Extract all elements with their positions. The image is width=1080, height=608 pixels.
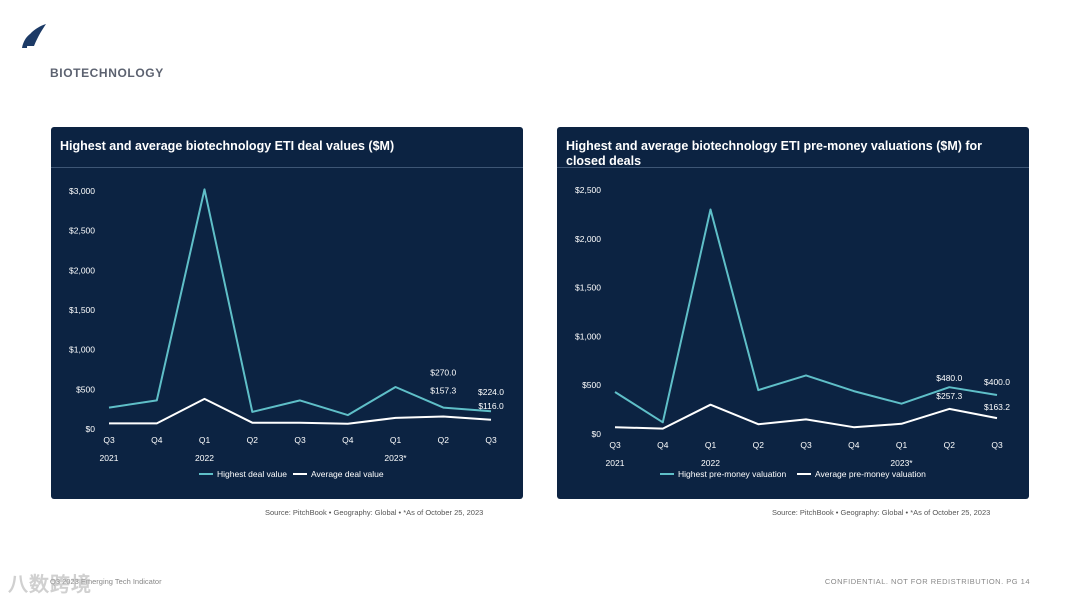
y-tick-label: $2,500	[69, 226, 95, 236]
deal-values-chart: $0 $500 $1,000 $1,500 $2,000 $2,500 $3,000 Q3 20…	[69, 186, 504, 479]
x-tick-label: Q3	[485, 435, 497, 445]
watermark: 八数跨境	[8, 574, 92, 596]
legend-label: Average deal value	[311, 469, 384, 479]
legend-label: Average pre-money valuation	[815, 469, 926, 479]
chart-panel-valuations: Highest and average biotechnology ETI pr…	[557, 127, 1029, 499]
x-tick-label: Q3	[991, 440, 1003, 450]
chart-source: Source: PitchBook • Geography: Global • …	[772, 508, 991, 517]
y-tick-label: $1,500	[575, 283, 601, 293]
x-tick-label: Q2	[944, 440, 956, 450]
x-tick-label: Q3	[103, 435, 115, 445]
data-label: $157.3	[430, 386, 456, 396]
x-tick-label: Q3	[609, 440, 621, 450]
data-label: $270.0	[430, 368, 456, 378]
y-tick-label: $3,000	[69, 186, 95, 196]
x-tick-label: Q4	[657, 440, 669, 450]
series-line-average	[614, 403, 998, 430]
data-label: $163.2	[984, 402, 1010, 412]
x-tick-label: Q4	[848, 440, 860, 450]
y-tick-label: $2,000	[69, 265, 95, 275]
x-tick-label: Q2	[438, 435, 450, 445]
series-line-highest	[108, 188, 492, 417]
x-tick-label: Q1	[199, 435, 211, 445]
x-tick-label: Q4	[151, 435, 163, 445]
x-year-label: 2021	[100, 453, 119, 463]
title-divider	[557, 167, 1029, 168]
chart-panel-deal-values: Highest and average biotechnology ETI de…	[51, 127, 523, 499]
y-tick-label: $0	[86, 424, 96, 434]
y-tick-label: $1,000	[575, 331, 601, 341]
legend-label: Highest deal value	[217, 469, 287, 479]
y-tick-label: $0	[592, 429, 602, 439]
chart-title: Highest and average biotechnology ETI pr…	[566, 139, 983, 168]
chart-source: Source: PitchBook • Geography: Global • …	[265, 508, 484, 517]
y-tick-label: $1,000	[69, 345, 95, 355]
x-tick-label: Q3	[294, 435, 306, 445]
y-tick-label: $2,500	[575, 185, 601, 195]
x-tick-label: Q1	[705, 440, 717, 450]
x-year-label: 2023*	[890, 458, 913, 468]
section-title: BIOTECHNOLOGY	[50, 66, 164, 80]
chart-title: Highest and average biotechnology ETI de…	[60, 139, 395, 153]
x-year-label: 2022	[195, 453, 214, 463]
y-tick-label: $1,500	[69, 305, 95, 315]
y-tick-label: $500	[582, 380, 601, 390]
title-divider	[51, 167, 523, 168]
data-label: $224.0	[478, 387, 504, 397]
footer-report-name: Q3 2023 Emerging Tech Indicator	[50, 577, 162, 586]
data-label: $400.0	[984, 377, 1010, 387]
valuations-chart: $0 $500 $1,000 $1,500 $2,000 $2,500 Q3 2021 Q4 Q1…	[575, 185, 1010, 479]
x-tick-label: Q1	[896, 440, 908, 450]
x-tick-label: Q3	[800, 440, 812, 450]
y-tick-label: $500	[76, 384, 95, 394]
data-label: $116.0	[478, 401, 504, 411]
data-label: $480.0	[936, 373, 962, 383]
x-tick-label: Q2	[753, 440, 765, 450]
x-tick-label: Q4	[342, 435, 354, 445]
x-tick-label: Q1	[390, 435, 402, 445]
footer-confidential: CONFIDENTIAL. NOT FOR REDISTRIBUTION. PG…	[824, 577, 1030, 586]
x-year-label: 2021	[606, 458, 625, 468]
x-tick-label: Q2	[247, 435, 259, 445]
x-year-label: 2022	[701, 458, 720, 468]
pitchbook-logo	[22, 24, 46, 48]
x-year-label: 2023*	[384, 453, 407, 463]
y-tick-label: $2,000	[575, 234, 601, 244]
data-label: $257.3	[936, 391, 962, 401]
legend-label: Highest pre-money valuation	[678, 469, 786, 479]
